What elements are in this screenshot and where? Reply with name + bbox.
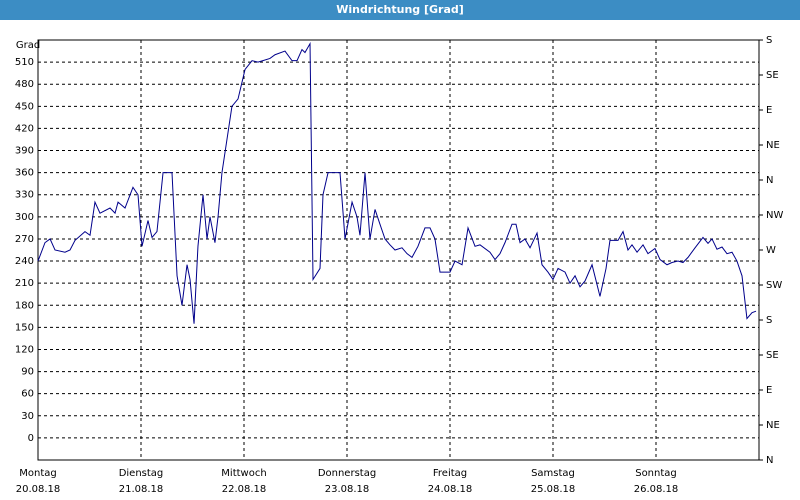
data-line [37,41,757,324]
y-tick-label: 390 [15,146,34,157]
x-tick-label: Samstag [531,468,575,479]
y2-tick-label: E [766,385,772,396]
y-tick-label: 210 [15,278,34,289]
y-tick-label: 510 [15,57,34,68]
y2-tick-label: S [766,35,772,46]
y-tick-label: 270 [15,234,34,245]
y2-tick-label: NE [766,140,780,151]
x-tick-label: Mittwoch [221,468,266,479]
x-tick-label: Dienstag [119,468,164,479]
y-tick-label: 120 [15,344,34,355]
y-tick-label: 60 [21,389,34,400]
y2-tick-label: NW [766,210,783,221]
x-tick-sublabel: 26.08.18 [634,484,679,495]
x-tick-sublabel: 23.08.18 [325,484,370,495]
y2-tick-label: SE [766,350,779,361]
y2-tick-label: S [766,315,772,326]
y-axis-label: Grad [16,40,40,51]
x-tick-sublabel: 25.08.18 [531,484,576,495]
y-tick-label: 90 [21,367,34,378]
x-tick-label: Montag [19,468,56,479]
x-tick-label: Sonntag [635,468,677,479]
x-tick-sublabel: 22.08.18 [222,484,267,495]
y-tick-label: 180 [15,300,34,311]
x-tick-sublabel: 20.08.18 [16,484,61,495]
y2-tick-label: NE [766,420,780,431]
y-tick-label: 330 [15,190,34,201]
y-tick-label: 450 [15,101,34,112]
y-tick-label: 0 [28,433,34,444]
y2-tick-label: E [766,105,772,116]
y-tick-label: 480 [15,79,34,90]
chart-title: Windrichtung [Grad] [336,3,464,16]
y2-tick-label: W [766,245,776,256]
y-tick-label: 150 [15,322,34,333]
x-tick-label: Donnerstag [318,468,376,479]
y-tick-label: 420 [15,123,34,134]
y-tick-label: 30 [21,411,34,422]
y2-tick-label: SW [766,280,782,291]
y2-tick-label: N [766,455,773,466]
x-tick-sublabel: 24.08.18 [428,484,473,495]
x-tick-label: Freitag [433,468,467,479]
title-bar [0,0,800,20]
x-tick-sublabel: 21.08.18 [119,484,164,495]
y-tick-label: 300 [15,212,34,223]
y-tick-label: 240 [15,256,34,267]
y2-tick-label: N [766,175,773,186]
y-tick-label: 360 [15,168,34,179]
y2-tick-label: SE [766,70,779,81]
